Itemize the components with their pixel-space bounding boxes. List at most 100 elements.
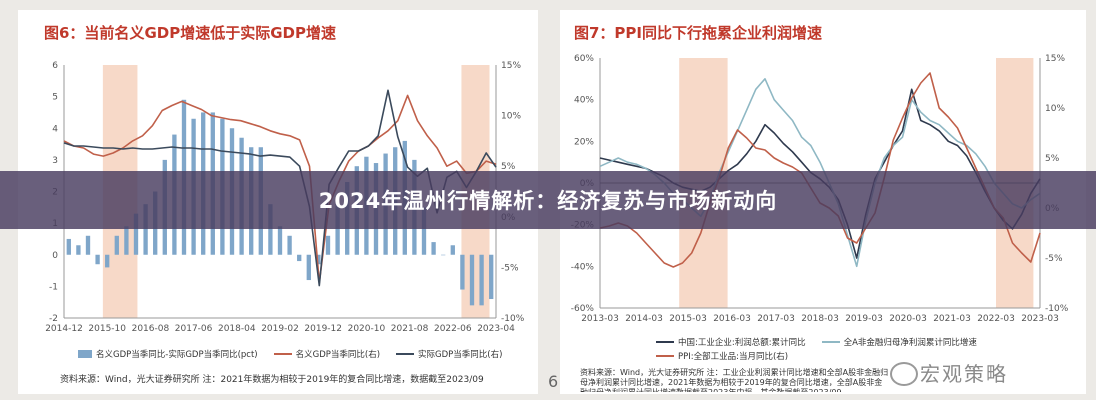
bar xyxy=(325,235,331,255)
chart-legend: 中国:工业企业:利润总额:累计同比 全A非金融归母净利润累计同比增速 PPI:全… xyxy=(656,336,1036,362)
watermark-text: 宏观策略 xyxy=(920,362,1008,386)
x-axis-tick-label: 2019-03 xyxy=(845,314,883,324)
right-axis-tick-label: -5% xyxy=(1045,254,1063,264)
bar xyxy=(133,213,139,255)
bar xyxy=(268,204,273,255)
chart-title: 图7：PPI同比下行拖累企业利润增速 xyxy=(574,24,823,42)
x-axis-tick-label: 2019-02 xyxy=(261,324,299,334)
legend-item: 全A非金融归母净利润累计同比增速 xyxy=(821,336,977,348)
x-axis-tick-label: 2018-04 xyxy=(218,324,256,334)
left-axis-tick-label: -2 xyxy=(49,314,58,324)
bar xyxy=(76,245,81,255)
legend-item: 中国:工业企业:利润总额:累计同比 xyxy=(656,336,806,348)
bar xyxy=(441,254,446,256)
x-axis-tick-label: 2023-03 xyxy=(1021,314,1059,324)
legend-swatch xyxy=(821,341,840,343)
source-note: 资料来源：Wind，光大证券研究所 注：工业企业利润累计同比增速和全部A股非金融… xyxy=(580,368,889,392)
source-note: 资料来源：Wind，光大证券研究所 注：2021年数据为相较于2019年的复合同… xyxy=(60,375,484,385)
legend-label: 名义GDP当季同比-实际GDP当季同比(pct) xyxy=(96,350,258,360)
chart-legend: 名义GDP当季同比-实际GDP当季同比(pct) 名义GDP当季同比(右) 实际… xyxy=(78,348,502,360)
x-axis-tick-label: 2013-03 xyxy=(581,314,619,324)
x-axis-tick-label: 2014-03 xyxy=(625,314,663,324)
left-axis-tick-label: 3 xyxy=(52,156,58,166)
x-axis-tick-label: 2021-03 xyxy=(933,314,971,324)
x-axis-tick-label: 2020-03 xyxy=(889,314,927,324)
x-axis-tick-label: 2023-04 xyxy=(477,324,515,334)
legend-item: 实际GDP当季同比(右) xyxy=(396,348,502,360)
bar xyxy=(66,238,71,255)
legend-label: 中国:工业企业:利润总额:累计同比 xyxy=(678,338,806,348)
right-axis-tick-label: 10% xyxy=(1045,104,1065,114)
bar xyxy=(450,245,455,255)
x-axis-tick-label: 2022-03 xyxy=(977,314,1015,324)
legend-item: 名义GDP当季同比(右) xyxy=(273,348,381,360)
legend-swatch xyxy=(396,353,415,355)
x-axis-tick-label: 2018-03 xyxy=(801,314,839,324)
x-axis-tick-label: 2022-06 xyxy=(434,324,472,334)
banner-title: 2024年温州行情解析：经济复苏与市场新动向 xyxy=(318,189,778,213)
bar xyxy=(287,235,292,255)
x-axis-tick-label: 2016-08 xyxy=(132,324,170,334)
bar xyxy=(95,254,100,265)
legend-label: 实际GDP当季同比(右) xyxy=(418,350,503,360)
bar xyxy=(306,254,311,281)
left-axis-tick-label: 0 xyxy=(52,251,58,261)
right-axis-tick-label: 5% xyxy=(501,162,516,172)
bar xyxy=(489,254,494,300)
legend-swatch xyxy=(273,353,292,355)
right-axis-tick-label: -5% xyxy=(501,263,519,273)
bar xyxy=(316,254,321,265)
left-axis-tick-label: 20% xyxy=(574,137,594,147)
bar xyxy=(421,207,427,255)
right-axis-tick-label: 10% xyxy=(501,112,521,122)
left-axis-tick-label: 6 xyxy=(52,61,58,71)
bar xyxy=(124,226,129,255)
bar xyxy=(297,254,302,262)
x-axis-tick-label: 2016-03 xyxy=(713,314,751,324)
right-axis-tick-label: -10% xyxy=(1045,304,1069,314)
legend-label: 名义GDP当季同比(右) xyxy=(295,350,381,360)
x-axis-tick-label: 2014-12 xyxy=(45,324,83,334)
legend-label: PPI:全部工业品:当月同比(右) xyxy=(678,352,789,362)
right-axis-tick-label: -10% xyxy=(501,314,525,324)
right-axis-tick-label: 5% xyxy=(1045,154,1060,164)
x-axis-tick-label: 2017-06 xyxy=(175,324,213,334)
left-axis-tick-label: -1 xyxy=(49,282,58,292)
legend-item: PPI:全部工业品:当月同比(右) xyxy=(656,350,788,362)
bar xyxy=(85,235,91,255)
series-line xyxy=(63,89,497,287)
x-axis-tick-label: 2015-10 xyxy=(88,324,126,334)
left-axis-tick-label: 5 xyxy=(52,93,58,103)
right-axis-tick-label: 15% xyxy=(501,61,521,71)
bar xyxy=(143,204,148,255)
bar xyxy=(114,235,119,255)
bar xyxy=(479,254,484,306)
x-axis-tick-label: 2020-10 xyxy=(348,324,386,334)
chart-title: 图6：当前名义GDP增速低于实际GDP增速 xyxy=(44,24,336,42)
legend-label: 全A非金融归母净利润累计同比增速 xyxy=(843,338,977,348)
title-banner: 2024年温州行情解析：经济复苏与市场新动向 xyxy=(0,171,1096,229)
x-axis-tick-label: 2019-12 xyxy=(304,324,342,334)
left-axis-tick-label: 60% xyxy=(574,54,594,64)
series-line xyxy=(63,94,497,284)
x-axis-tick-label: 2015-03 xyxy=(669,314,707,324)
bar xyxy=(277,226,283,255)
legend-swatch xyxy=(656,355,674,357)
left-axis-tick-label: -60% xyxy=(571,304,595,314)
legend-item: 名义GDP当季同比-实际GDP当季同比(pct) xyxy=(78,348,258,360)
x-axis-tick-label: 2017-03 xyxy=(757,314,795,324)
legend-swatch xyxy=(656,341,674,343)
bar xyxy=(335,204,340,255)
page-number: 6 xyxy=(548,372,559,391)
right-axis-tick-label: 15% xyxy=(1045,54,1065,64)
x-axis-tick-label: 2021-08 xyxy=(391,324,429,334)
bar xyxy=(105,254,110,268)
wechat-logo-icon xyxy=(890,362,918,386)
legend-swatch xyxy=(78,350,92,358)
bar xyxy=(469,254,475,306)
left-axis-tick-label: 4 xyxy=(52,124,58,134)
left-axis-tick-label: -40% xyxy=(571,262,595,272)
left-axis-tick-label: 40% xyxy=(574,96,594,106)
bar xyxy=(460,254,465,290)
bar xyxy=(431,242,436,255)
